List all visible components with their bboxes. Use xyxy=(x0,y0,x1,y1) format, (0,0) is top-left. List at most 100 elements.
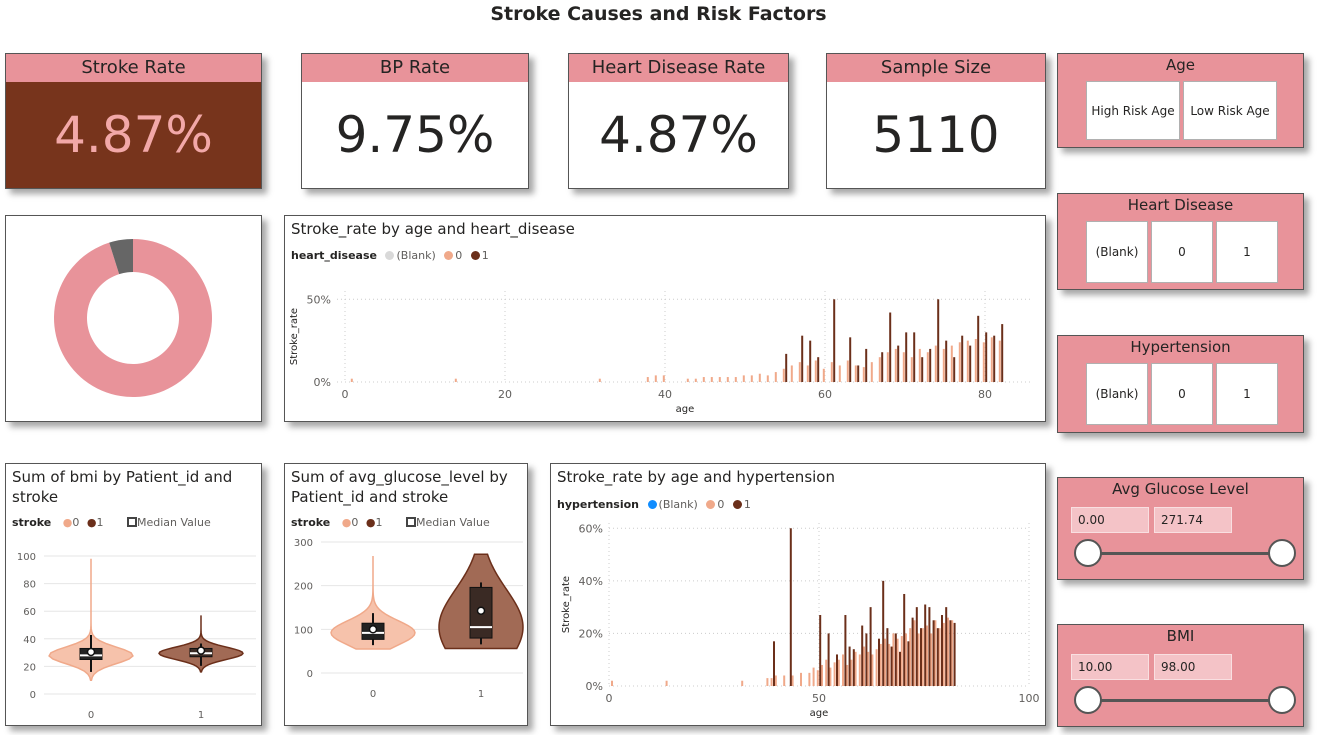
bar-0 xyxy=(934,620,937,686)
kpi-card-bp-rate[interactable]: BP Rate 9.75% xyxy=(301,53,529,189)
bar-0 xyxy=(814,360,817,382)
slicer-title: Hypertension xyxy=(1130,338,1231,356)
bar-1 xyxy=(773,641,775,686)
legend-label: 0 xyxy=(455,249,463,262)
bar-1 xyxy=(913,332,916,382)
bar-0 xyxy=(800,672,802,686)
bar-0 xyxy=(783,675,786,686)
bar-0 xyxy=(741,680,744,686)
legend-swatch-1: ● xyxy=(86,516,97,529)
chart-legend: stroke ●0 ●1 Median Value xyxy=(291,516,490,529)
bar-1 xyxy=(899,651,901,686)
x-tick-label: 40 xyxy=(658,388,672,401)
bar-1 xyxy=(886,628,889,686)
bar-0 xyxy=(862,367,865,382)
bar-1 xyxy=(945,340,948,382)
bmi-max-input[interactable]: 98.00 xyxy=(1154,654,1232,680)
bar-1 xyxy=(921,357,924,382)
bar-1 xyxy=(941,615,943,686)
bar-0 xyxy=(974,338,977,382)
bmi-slider-max-handle[interactable] xyxy=(1268,686,1296,714)
bar-0 xyxy=(734,377,737,382)
bar-1 xyxy=(907,641,910,686)
bmi-min-input[interactable]: 10.00 xyxy=(1071,654,1149,680)
median-legend-icon xyxy=(127,517,137,527)
bar-0 xyxy=(833,662,836,686)
mean-marker xyxy=(196,646,206,655)
donut-chart-card[interactable] xyxy=(5,215,262,422)
bar-0 xyxy=(930,633,933,686)
bar-1 xyxy=(897,345,900,382)
slicer-option-1[interactable]: 1 xyxy=(1216,363,1278,425)
bar-0 xyxy=(913,620,916,686)
stroke-rate-by-age-hypertension-card[interactable]: Stroke_rate by age and hypertension hype… xyxy=(550,463,1046,726)
x-tick-label: 50 xyxy=(812,692,826,705)
glucose-min-input[interactable]: 0.00 xyxy=(1071,507,1149,533)
bar-0 xyxy=(878,357,881,382)
chart-legend: stroke ●0 ●1 Median Value xyxy=(12,516,211,529)
kpi-value: 4.87% xyxy=(599,106,758,164)
bar-0 xyxy=(598,378,601,382)
x-tick-label: 0 xyxy=(342,388,349,401)
bar-0 xyxy=(806,365,809,382)
bmi-slider-track[interactable] xyxy=(1088,699,1283,702)
bar-1 xyxy=(929,348,932,382)
legend-title: stroke xyxy=(12,516,52,529)
legend-label: 1 xyxy=(96,516,104,529)
glucose-slider-min-handle[interactable] xyxy=(1074,539,1102,567)
bar-1 xyxy=(849,337,852,382)
y-tick-label: 0 xyxy=(307,669,313,680)
slicer-option-blank[interactable]: (Blank) xyxy=(1086,221,1148,283)
y-tick-label: 0% xyxy=(586,680,603,693)
bmi-slider-min-handle[interactable] xyxy=(1074,686,1102,714)
slicer-option-1[interactable]: 1 xyxy=(1216,221,1278,283)
bar-0 xyxy=(947,617,949,686)
bar-0 xyxy=(884,638,886,686)
legend-label: Median Value xyxy=(416,516,490,529)
glucose-max-input[interactable]: 271.74 xyxy=(1154,507,1232,533)
bar-0 xyxy=(790,365,793,382)
bar-0 xyxy=(918,348,921,382)
y-tick-label: 100 xyxy=(294,625,313,636)
bar-0 xyxy=(842,654,844,686)
bar-1 xyxy=(789,528,792,686)
bar-0 xyxy=(879,643,882,686)
legend-label: 0 xyxy=(351,516,359,529)
bar-0 xyxy=(837,659,840,686)
slicer-option-high-risk-age[interactable]: High Risk Age xyxy=(1086,81,1180,140)
glucose-slider-max-handle[interactable] xyxy=(1268,539,1296,567)
legend-swatch-1 xyxy=(470,251,480,260)
legend-swatch-0: ● xyxy=(62,516,73,529)
slicer-age: Age High Risk Age Low Risk Age xyxy=(1057,53,1304,148)
slicer-option-0[interactable]: 0 xyxy=(1151,363,1213,425)
donut-slice xyxy=(109,239,133,275)
bar-0 xyxy=(951,620,954,686)
bar-1 xyxy=(936,628,939,686)
glucose-slider-track[interactable] xyxy=(1088,552,1283,555)
bar-0 xyxy=(742,375,745,382)
stroke-rate-by-age-heart-disease-card[interactable]: Stroke_rate by age and heart_disease hea… xyxy=(284,215,1046,422)
bar-0 xyxy=(867,651,870,686)
slicer-option-blank[interactable]: (Blank) xyxy=(1086,363,1148,425)
bar-0 xyxy=(896,638,899,686)
bmi-violin-card[interactable]: Sum of bmi by Patient_id and stroke stro… xyxy=(5,463,262,726)
glucose-violin-card[interactable]: Sum of avg_glucose_level by Patient_id a… xyxy=(284,463,528,726)
kpi-card-sample-size[interactable]: Sample Size 5110 xyxy=(826,53,1046,189)
slicer-option-0[interactable]: 0 xyxy=(1151,221,1213,283)
bar-1 xyxy=(881,352,884,382)
bar-0 xyxy=(926,625,928,686)
slicer-option-low-risk-age[interactable]: Low Risk Age xyxy=(1183,81,1277,140)
bar-0 xyxy=(774,372,777,382)
mean-marker xyxy=(86,647,96,657)
x-tick-label: 0 xyxy=(370,689,376,700)
mean-marker xyxy=(368,625,378,634)
kpi-card-heart-disease-rate[interactable]: Heart Disease Rate 4.87% xyxy=(568,53,789,189)
bar-1 xyxy=(953,622,956,686)
bar-1 xyxy=(961,335,964,382)
kpi-card-stroke-rate[interactable]: Stroke Rate 4.87% xyxy=(5,53,262,189)
legend-label: 0 xyxy=(72,516,80,529)
bar-0 xyxy=(990,337,993,382)
bar-0 xyxy=(758,373,761,382)
mean-marker xyxy=(476,606,486,615)
bar-1 xyxy=(857,365,860,382)
